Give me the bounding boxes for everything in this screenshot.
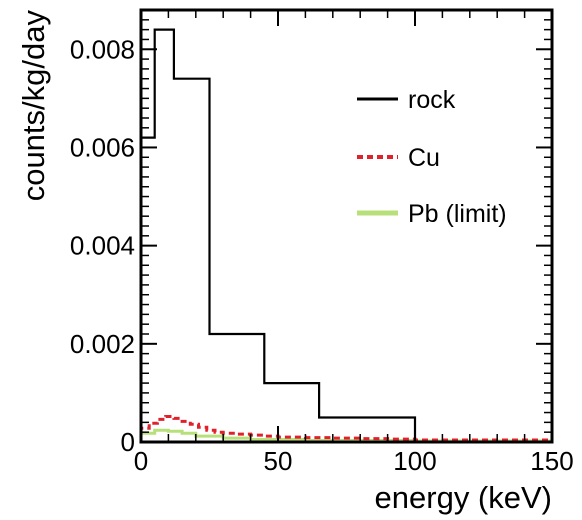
y-tick-label: 0.002 — [70, 329, 135, 359]
series-cu-line — [139, 415, 552, 442]
x-tick-label: 100 — [393, 446, 436, 476]
x-tick-label: 0 — [134, 446, 148, 476]
x-tick-label: 50 — [264, 446, 293, 476]
y-tick-label: 0.008 — [70, 34, 135, 64]
series-rock-line — [139, 28, 552, 444]
legend-label-rock: rock — [408, 86, 456, 114]
legend: rock Cu Pb (limit) — [357, 86, 507, 228]
legend-label-pb-limit: Pb (limit) — [408, 200, 507, 228]
legend-label-cu: Cu — [408, 144, 440, 172]
y-tick-label: 0.006 — [70, 132, 135, 162]
labels-layer: 0 50 100 150 0 0.002 0.004 0.006 0.008 — [70, 34, 574, 476]
x-axis-label: energy (keV) — [375, 480, 552, 515]
ticks-layer — [140, 10, 553, 443]
y-tick-label: 0.004 — [70, 231, 135, 261]
y-tick-label: 0 — [121, 427, 135, 457]
x-tick-label: 150 — [530, 446, 573, 476]
y-axis-label: counts/kg/day — [16, 10, 51, 202]
